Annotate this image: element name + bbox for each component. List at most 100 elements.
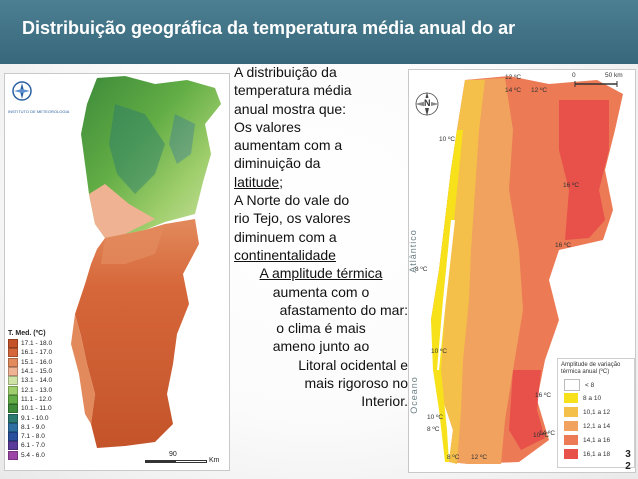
legend-row: 12.1 - 13.0: [8, 385, 53, 395]
text-line: diminuição da: [234, 155, 321, 172]
continentality-text: continentalidade: [234, 246, 336, 263]
legend-swatch: [8, 367, 18, 377]
legend-label: 10.1 - 11.0: [21, 405, 52, 413]
amplitude-legend-row: 10,1 a 12: [564, 407, 610, 417]
ocean-label: Oceano: [408, 376, 419, 414]
amplitude-legend-swatch: [564, 407, 578, 417]
isotherm-label: 12 ºC: [531, 87, 548, 94]
text-line: diminuem com a: [234, 228, 337, 245]
text-line: Litoral ocidental e: [298, 356, 408, 373]
text-line: temperatura média: [234, 82, 352, 99]
isotherm-label: 16 ºC: [555, 242, 572, 249]
amplitude-legend-swatch: [564, 393, 578, 403]
explanation-text: A distribuição da temperatura média anua…: [234, 63, 408, 411]
scale-value: 90: [169, 451, 177, 458]
scale-label: 50 km: [605, 72, 623, 79]
legend-row: 13.1 - 14.0: [8, 376, 52, 386]
legend-label: 12.1 - 13.0: [21, 386, 53, 394]
legend-label: 6.1 - 7.0: [21, 442, 45, 450]
legend-row: 10.1 - 11.0: [8, 404, 52, 414]
legend-swatch: [8, 450, 18, 460]
title-bar: Distribuição geográfica da temperatura m…: [0, 0, 638, 64]
legend-row: 9.1 - 10.0: [8, 413, 52, 423]
amplitude-legend-label: 14,1 a 16: [583, 436, 611, 444]
amplitude-legend-swatch: [564, 421, 578, 431]
isotherm-label: 14 ºC: [505, 87, 522, 94]
scale-bar: [145, 460, 207, 463]
isotherm-label: 8 ºC: [415, 266, 428, 273]
legend-label: 5.4 - 6.0: [21, 451, 45, 459]
text-line: aumenta com o: [272, 283, 370, 300]
isotherm-label: 8 ºC: [427, 426, 440, 433]
legend-row: 16.1 - 17.0: [8, 348, 53, 358]
legend-label: 15.1 - 16.0: [21, 358, 53, 366]
north-label: N: [424, 98, 431, 108]
text-line: Interior.: [361, 393, 408, 410]
legend-swatch: [8, 404, 18, 414]
legend-swatch: [8, 348, 18, 358]
scale-unit: Km: [209, 457, 220, 464]
legend-label: 7.1 - 8.0: [21, 433, 45, 441]
portugal-amplitude-map: [415, 76, 623, 464]
text-line: afastamento do mar:: [279, 301, 408, 318]
slide-number: 3 2: [622, 449, 634, 473]
legend-label: 16.1 - 17.0: [21, 349, 53, 357]
text-semicolon: ;: [279, 173, 284, 190]
legend-row: 7.1 - 8.0: [8, 432, 52, 442]
temperature-map: INSTITUTO DE METEOROLOGIA T. Med. (ºC): [4, 73, 230, 471]
map-scale: 90 Km: [145, 451, 220, 465]
legend-swatch: [8, 413, 18, 423]
text-line: A distribuição da: [234, 64, 337, 80]
isotherm-label: 16 ºC: [563, 182, 580, 189]
legend-row: 5.4 - 6.0: [8, 450, 52, 460]
amplitude-legend-label: 10,1 a 12: [583, 408, 611, 416]
amplitude-legend-row: < 8: [564, 379, 594, 391]
logo-caption: INSTITUTO DE METEOROLOGIA: [8, 109, 70, 114]
text-line: anual mostra que:: [234, 100, 347, 117]
legend-row: 15.1 - 16.0: [8, 357, 53, 367]
legend-row: 17.1 - 18.0: [8, 339, 53, 349]
legend-row: 11.1 - 12.0: [8, 394, 52, 404]
text-line-amplitude: A amplitude térmica: [234, 264, 408, 282]
legend-swatch: [8, 385, 18, 395]
legend-title: T. Med. (ºC): [8, 330, 46, 337]
legend-swatch: [8, 441, 18, 451]
text-line: A Norte do vale do: [234, 192, 350, 209]
text-line: rio Tejo, os valores: [234, 210, 351, 227]
amplitude-legend-label: 16,1 a 18: [583, 450, 611, 458]
legend-swatch: [8, 422, 18, 432]
meteorology-logo: [12, 81, 32, 101]
right-scale-bar: [574, 81, 618, 87]
text-line: mais rigoroso no: [304, 375, 409, 392]
legend-swatch: [8, 376, 18, 386]
slide-number-digit: 3: [625, 449, 631, 460]
isotherm-label: 12 ºC: [505, 74, 522, 81]
text-line: o clima é mais: [276, 320, 366, 337]
legend-label: 17.1 - 18.0: [21, 340, 53, 348]
amplitude-map: N 0 50 km Oceano Atlântico 12 ºC 14 ºC 1…: [408, 69, 636, 473]
amplitude-legend-row: 8 a 10: [564, 393, 601, 403]
legend-row: 6.1 - 7.0: [8, 441, 52, 451]
legend-swatch: [8, 339, 18, 349]
legend-label: 9.1 - 10.0: [21, 414, 49, 422]
latitude-link: latitude: [234, 173, 280, 190]
amplitude-legend-label: < 8: [585, 381, 595, 389]
scale-zero: 0: [572, 72, 576, 79]
isotherm-label: 16 ºC: [535, 392, 552, 399]
portugal-temperature-map: [71, 76, 221, 448]
isotherm-label: 10 ºC: [533, 432, 550, 439]
amplitude-text: A amplitude térmica: [259, 265, 383, 282]
legend-swatch: [8, 394, 18, 404]
amplitude-legend-swatch: [564, 449, 578, 459]
amplitude-legend-row: 12,1 a 14: [564, 421, 610, 431]
amplitude-legend-swatch: [564, 379, 580, 391]
temperature-legend: T. Med. (ºC) 17.1 - 18.0 16.1 - 17.0 15.1 …: [8, 330, 52, 460]
amplitude-legend-swatch: [564, 435, 578, 445]
amplitude-legend-row: 16,1 a 18: [564, 449, 610, 459]
isotherm-label: 10 ºC: [427, 414, 444, 421]
text-line: ameno junto ao: [272, 338, 370, 355]
map-south-region: [75, 219, 199, 448]
text-line: aumentam com a: [234, 137, 343, 154]
amplitude-legend-label: 8 a 10: [583, 394, 602, 402]
isotherm-label: 10 ºC: [431, 348, 448, 355]
